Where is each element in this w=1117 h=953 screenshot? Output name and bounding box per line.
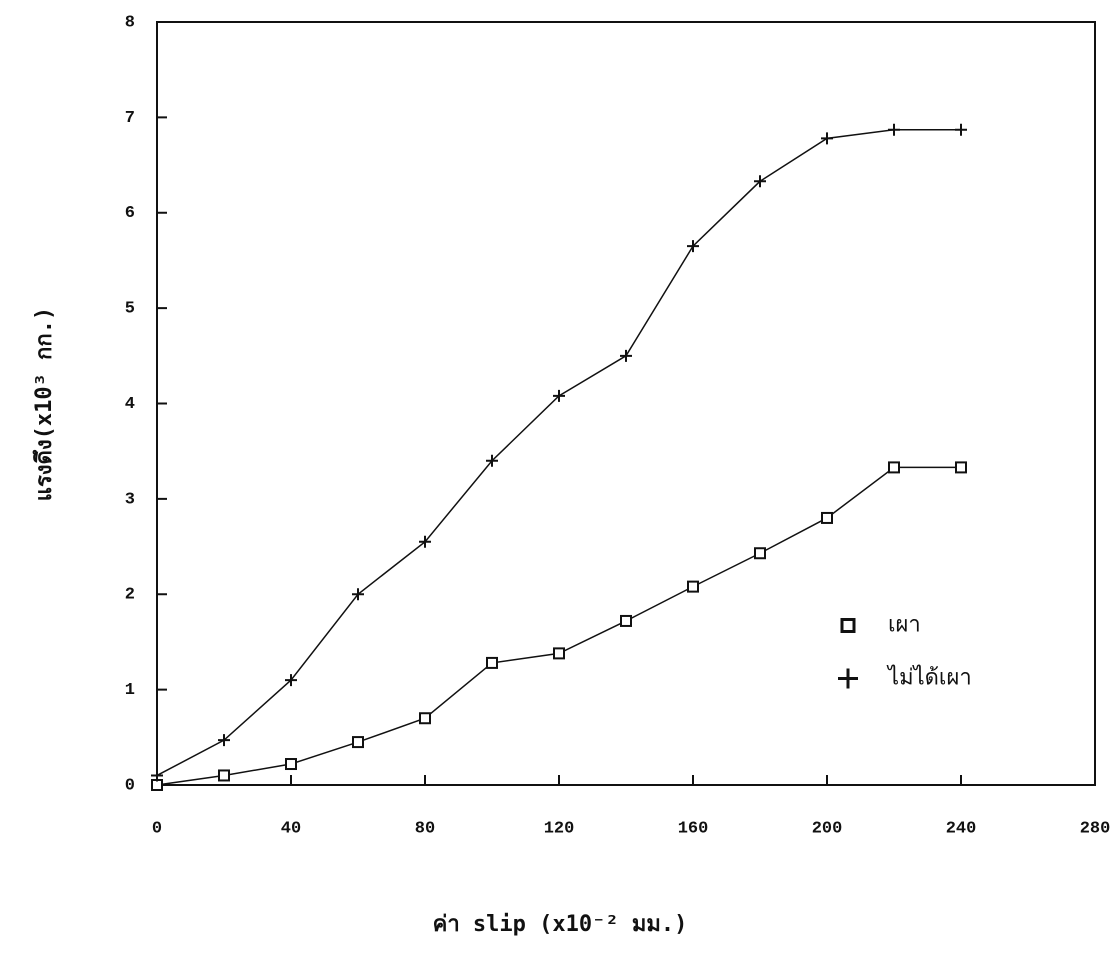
point xyxy=(620,614,632,627)
x-tick-label: 200 xyxy=(812,819,843,838)
y-axis-label: แรงดึง(x10³ กก.) xyxy=(32,307,57,501)
point xyxy=(352,588,364,601)
legend-label: เผา xyxy=(888,613,921,638)
y-tick-label: 1 xyxy=(125,681,135,700)
x-tick-label: 0 xyxy=(152,819,162,838)
y-tick-label: 2 xyxy=(125,586,135,605)
point xyxy=(888,461,900,474)
legend-marker xyxy=(838,668,858,689)
x-tick-label: 80 xyxy=(415,819,435,838)
point xyxy=(285,674,297,687)
point xyxy=(486,656,498,669)
point xyxy=(218,734,230,747)
point xyxy=(553,647,565,660)
x-tick-label: 240 xyxy=(946,819,977,838)
point xyxy=(687,580,699,593)
legend-marker xyxy=(840,618,856,633)
point xyxy=(151,779,163,791)
point xyxy=(218,769,230,782)
y-tick-label: 8 xyxy=(125,13,135,32)
point xyxy=(888,123,900,136)
series-line xyxy=(156,466,961,786)
y-tick-label: 0 xyxy=(125,776,135,795)
point xyxy=(955,461,967,474)
x-tick-label: 120 xyxy=(544,819,575,838)
y-tick-label: 3 xyxy=(125,490,135,509)
point xyxy=(620,349,632,362)
point xyxy=(151,769,163,782)
x-tick-label: 160 xyxy=(678,819,709,838)
point xyxy=(955,123,967,136)
x-tick-label: 280 xyxy=(1080,819,1111,838)
point xyxy=(754,175,766,188)
legend-label: ไม่ได้เผา xyxy=(886,665,972,691)
point xyxy=(754,547,766,560)
x-tick-label: 40 xyxy=(281,819,301,838)
y-tick-label: 6 xyxy=(125,204,135,223)
point xyxy=(285,758,297,771)
point xyxy=(821,511,833,524)
point xyxy=(687,240,699,253)
point xyxy=(486,454,498,467)
x-axis-label: ค่า slip (x10⁻² มม.) xyxy=(433,912,688,937)
y-tick-label: 5 xyxy=(125,300,135,319)
point xyxy=(419,535,431,548)
y-tick-label: 7 xyxy=(125,109,135,128)
point xyxy=(821,132,833,145)
point xyxy=(352,736,364,749)
point xyxy=(553,389,565,402)
y-tick-label: 4 xyxy=(125,395,135,414)
point xyxy=(419,712,431,725)
